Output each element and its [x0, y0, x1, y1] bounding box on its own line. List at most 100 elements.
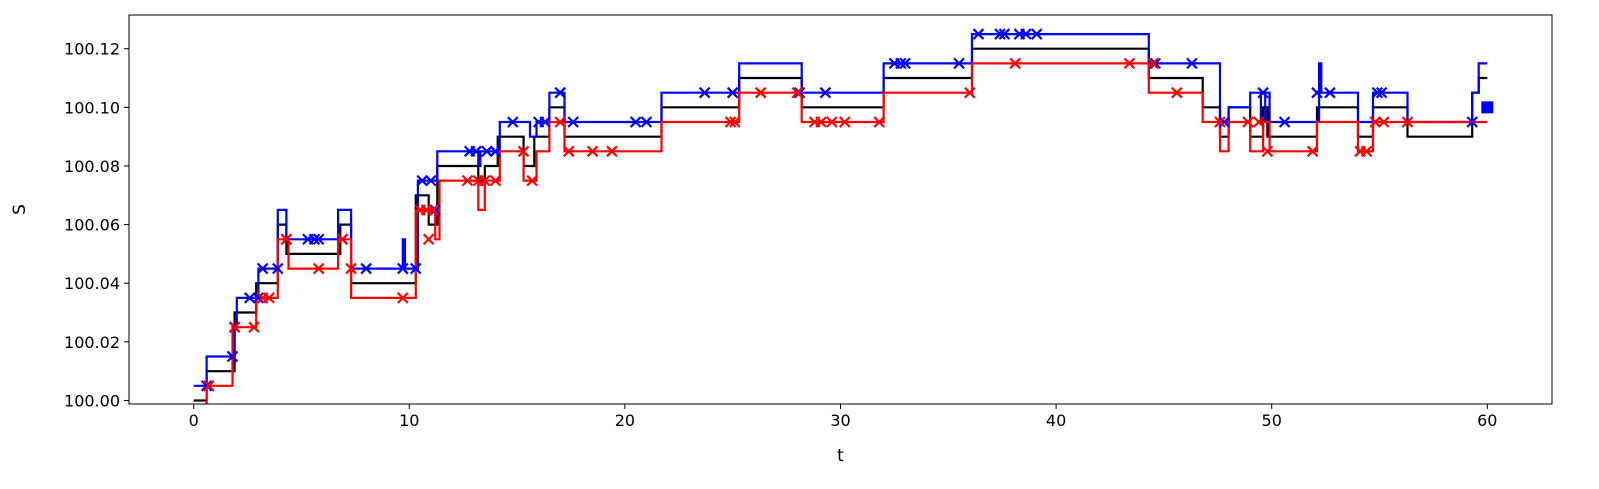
x-marker — [461, 174, 474, 187]
x-marker — [606, 145, 618, 158]
x-marker — [425, 174, 437, 187]
x-marker — [729, 116, 741, 128]
x-marker — [726, 86, 739, 99]
x-marker — [629, 116, 642, 128]
x-marker — [1360, 145, 1373, 158]
x-marker — [839, 116, 851, 128]
x-marker — [994, 28, 1006, 40]
x-marker — [554, 86, 566, 99]
x-marker — [312, 233, 325, 246]
x-marker — [724, 116, 737, 128]
x-marker — [1242, 116, 1254, 128]
x-tick-label: 50 — [1262, 411, 1282, 430]
x-marker — [280, 233, 293, 246]
x-marker — [345, 262, 357, 275]
x-marker — [336, 233, 349, 246]
x-marker — [964, 86, 976, 99]
y-tick-label: 100.00 — [64, 391, 120, 410]
x-marker — [899, 57, 911, 70]
x-marker — [819, 86, 832, 99]
x-marker — [397, 262, 409, 275]
x-marker — [1378, 116, 1390, 128]
x-tick-label: 40 — [1046, 411, 1066, 430]
y-tick-label: 100.08 — [64, 157, 120, 176]
x-marker — [640, 116, 653, 128]
x-marker — [517, 145, 530, 158]
x-marker — [1311, 86, 1323, 99]
x-marker — [243, 292, 256, 304]
y-axis-ticks: 100.00 100.02 100.04 100.06 100.08 100.10 100.… — [64, 40, 129, 410]
x-marker — [1253, 116, 1265, 128]
x-marker — [248, 321, 260, 333]
x-marker — [202, 380, 215, 392]
x-tick-label: 0 — [189, 411, 199, 430]
x-marker — [228, 321, 241, 333]
x-marker — [489, 174, 502, 187]
x-marker — [1278, 116, 1291, 128]
x-marker — [754, 86, 767, 99]
x-marker — [586, 145, 599, 158]
y-axis-label: S — [10, 204, 30, 215]
x-tick-label: 10 — [399, 411, 419, 430]
x-marker — [539, 116, 551, 128]
x-tick-label: 20 — [615, 411, 635, 430]
x-marker — [1324, 86, 1336, 99]
x-marker — [563, 145, 575, 158]
x-marker — [409, 262, 422, 275]
x-marker — [416, 174, 429, 187]
x-marker — [815, 116, 827, 128]
x-marker — [478, 174, 491, 187]
x-marker — [1369, 116, 1381, 128]
x-axis-ticks: 0 10 20 30 40 50 60 — [189, 404, 1497, 430]
x-marker — [1009, 57, 1021, 70]
x-marker — [397, 292, 409, 304]
x-marker — [1306, 145, 1319, 158]
x-marker — [1123, 57, 1136, 70]
x-tick-label: 30 — [830, 411, 850, 430]
x-marker — [1020, 28, 1032, 40]
x-marker — [1030, 28, 1043, 40]
y-tick-label: 100.12 — [64, 40, 120, 59]
x-marker — [226, 350, 239, 363]
x-marker — [470, 145, 482, 158]
x-marker — [826, 116, 838, 128]
y-tick-label: 100.04 — [64, 274, 120, 293]
x-marker — [200, 380, 213, 392]
x-marker — [698, 86, 711, 99]
x-marker — [422, 233, 435, 246]
x-marker — [427, 204, 439, 216]
x-marker — [263, 292, 275, 304]
y-tick-label: 100.10 — [64, 98, 120, 117]
x-marker — [271, 262, 284, 275]
x-marker — [793, 86, 806, 99]
x-marker — [481, 145, 493, 158]
x-marker — [1186, 57, 1198, 70]
x-marker — [791, 86, 804, 99]
x-marker — [1214, 116, 1226, 128]
x-marker — [1261, 145, 1274, 158]
x-marker — [1375, 86, 1388, 99]
x-marker — [895, 57, 907, 70]
x-marker — [1149, 57, 1162, 70]
x-marker — [1171, 86, 1183, 99]
x-marker — [554, 116, 566, 128]
marker-layer — [200, 28, 1494, 392]
series-line-3 — [205, 62, 1488, 404]
x-marker — [312, 262, 325, 275]
x-marker — [1401, 116, 1414, 128]
x-marker — [360, 262, 372, 275]
x-marker — [256, 262, 269, 275]
x-marker — [873, 116, 886, 128]
x-marker — [429, 204, 441, 216]
x-marker — [308, 233, 321, 246]
x-marker — [972, 28, 985, 40]
x-marker — [1466, 116, 1479, 128]
y-tick-label: 100.02 — [64, 333, 120, 352]
x-marker — [252, 292, 265, 304]
x-marker — [953, 57, 965, 70]
x-marker — [1371, 86, 1384, 99]
x-marker — [489, 145, 502, 158]
x-marker — [1257, 86, 1269, 99]
